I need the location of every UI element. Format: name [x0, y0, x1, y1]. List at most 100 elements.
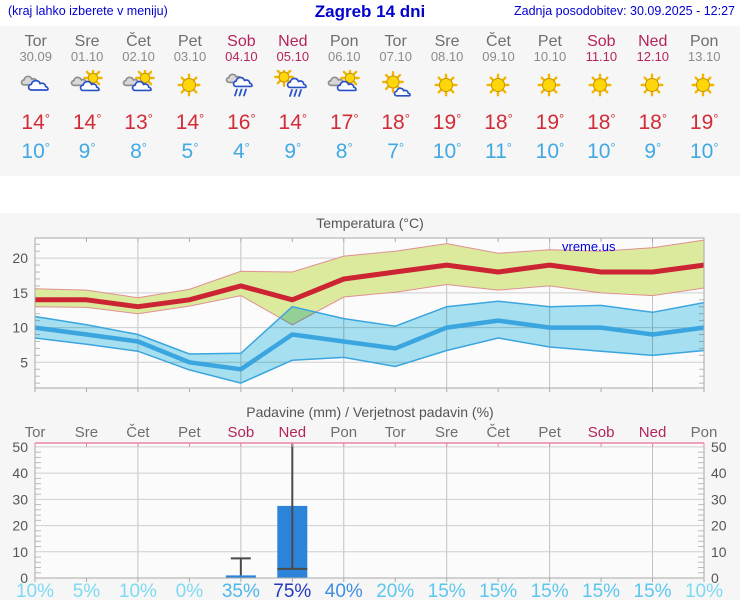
- day-date: 03.10: [173, 49, 207, 64]
- day-date: 11.10: [585, 49, 618, 64]
- precip-day-label: Pet: [538, 424, 561, 441]
- day-name: Čet: [486, 33, 511, 50]
- precip-day-label: Čet: [486, 424, 510, 441]
- precip-axis-tick: 30: [12, 491, 28, 507]
- min-temperature: 10°: [689, 139, 719, 164]
- max-temperature: 18°: [381, 110, 410, 135]
- min-temperature: 11°: [484, 139, 513, 164]
- weather-icon-sun-showers: [273, 70, 307, 97]
- temperature-chart: 5 10 15 20 Temperatura (°C) vreme.us: [12, 215, 705, 392]
- day-name: Tor: [384, 33, 407, 50]
- day-name: Pon: [330, 33, 359, 50]
- day-name: Ned: [638, 33, 668, 50]
- day-date: 13.10: [687, 49, 721, 64]
- precip-axis-tick: 10: [12, 544, 28, 560]
- min-temperature: 10°: [587, 139, 616, 164]
- forecast-strip: Tor 30.09 14° 10° Sre 01.10 14° 9° Čet 02.10 13° 8°…: [0, 26, 740, 176]
- temperature-chart-title: Temperatura (°C): [316, 215, 424, 231]
- weather-icon-partly-cloudy: [327, 70, 361, 92]
- day-name: Tor: [24, 33, 47, 50]
- min-temperature: 8°: [335, 139, 353, 164]
- temp-axis-tick: 10: [12, 320, 28, 336]
- location-menu-hint[interactable]: (kraj lahko izberete v meniju): [8, 4, 168, 18]
- max-temperature: 14°: [21, 110, 50, 135]
- precip-axis-tick: 0: [711, 570, 719, 586]
- max-temperature: 14°: [278, 110, 308, 135]
- precip-day-label: Tor: [25, 424, 46, 441]
- min-temperature: 9°: [284, 139, 302, 164]
- day-name: Pon: [689, 33, 719, 50]
- precip-axis-tick: 40: [711, 465, 727, 481]
- max-temperature: 16°: [227, 110, 256, 135]
- page-title: Zagreb 14 dni: [314, 2, 426, 21]
- precip-probability: 20%: [376, 581, 414, 600]
- day-name: Pet: [177, 33, 202, 50]
- precip-probability: 40%: [325, 581, 363, 600]
- min-temperature: 10°: [535, 139, 565, 164]
- weather-icon-sunny: [177, 73, 201, 97]
- weather-icon-sunny: [434, 73, 458, 97]
- precip-axis-tick: 40: [12, 465, 28, 481]
- precip-day-label: Ned: [279, 424, 307, 441]
- forecast-day: Pon 13.10 19° 10°: [678, 26, 729, 176]
- min-temperature: 7°: [387, 139, 405, 164]
- min-temperature: 8°: [130, 139, 147, 164]
- weather-icon-rain: [226, 73, 254, 97]
- precip-day-label: Pon: [330, 424, 357, 441]
- forecast-day: Čet 02.10 13° 8°: [113, 26, 164, 176]
- day-name: Sob: [587, 33, 616, 50]
- min-temperature: 10°: [21, 139, 50, 164]
- min-temperature: 9°: [644, 139, 662, 164]
- day-date: 02.10: [122, 49, 155, 64]
- forecast-day: Pet 03.10 14° 5°: [164, 26, 215, 176]
- forecast-day: Tor 07.10 18° 7°: [370, 26, 421, 176]
- watermark-link[interactable]: vreme.us: [562, 239, 616, 254]
- day-date: 06.10: [327, 49, 361, 64]
- temp-axis-tick: 20: [12, 250, 28, 266]
- max-temperature: 14°: [175, 110, 205, 135]
- forecast-day: Sre 08.10 19° 10°: [421, 26, 472, 176]
- min-temperature: 10°: [432, 139, 462, 164]
- precip-axis-tick: 30: [711, 491, 727, 507]
- precip-axis-tick: 50: [711, 439, 727, 455]
- min-temperature: 9°: [78, 139, 96, 164]
- day-name: Čet: [126, 33, 151, 50]
- max-temperature: 19°: [689, 110, 719, 135]
- day-name: Sre: [74, 33, 100, 50]
- day-date: 08.10: [430, 49, 464, 64]
- weather-icon-partly-cloudy: [70, 70, 103, 92]
- weather-icon-mostly-sunny: [381, 71, 411, 97]
- weather-icon-sunny: [640, 73, 664, 97]
- precip-day-label: Sob: [227, 424, 254, 441]
- precip-probability: 15%: [531, 581, 569, 600]
- forecast-day: Ned 05.10 14° 9°: [267, 26, 318, 176]
- precip-probability: 10%: [16, 581, 54, 600]
- forecast-day: Čet 09.10 18° 11°: [473, 26, 524, 176]
- max-temperature: 13°: [124, 110, 153, 135]
- forecast-day: Tor 30.09 14° 10°: [10, 26, 61, 176]
- day-name: Sob: [227, 33, 256, 50]
- temp-axis-tick: 5: [20, 354, 28, 370]
- precip-probability: 15%: [479, 581, 517, 600]
- weather-icon-sunny: [691, 73, 715, 97]
- weather-icon-sunny: [537, 73, 561, 97]
- precip-probability: 15%: [428, 581, 466, 600]
- header-bar: (kraj lahko izberete v meniju) Zagreb 14…: [0, 0, 740, 26]
- day-date: 04.10: [225, 49, 258, 64]
- precip-axis-tick: 0: [20, 570, 28, 586]
- precip-axis-tick: 10: [711, 544, 727, 560]
- weather-icon-sunny: [588, 73, 612, 97]
- precip-day-label: Pet: [178, 424, 201, 441]
- forecast-day: Pet 10.10 19° 10°: [524, 26, 575, 176]
- day-date: 12.10: [636, 49, 670, 64]
- precip-day-label: Sre: [435, 424, 458, 441]
- precip-day-label: Sre: [75, 424, 98, 441]
- day-date: 10.10: [533, 49, 567, 64]
- min-temperature: 5°: [181, 139, 199, 164]
- forecast-day: Ned 12.10 18° 9°: [627, 26, 678, 176]
- precip-day-label: Čet: [126, 424, 150, 441]
- max-temperature: 19°: [535, 110, 565, 135]
- precip-probability: 10%: [119, 581, 157, 600]
- precip-probability: 10%: [685, 581, 723, 600]
